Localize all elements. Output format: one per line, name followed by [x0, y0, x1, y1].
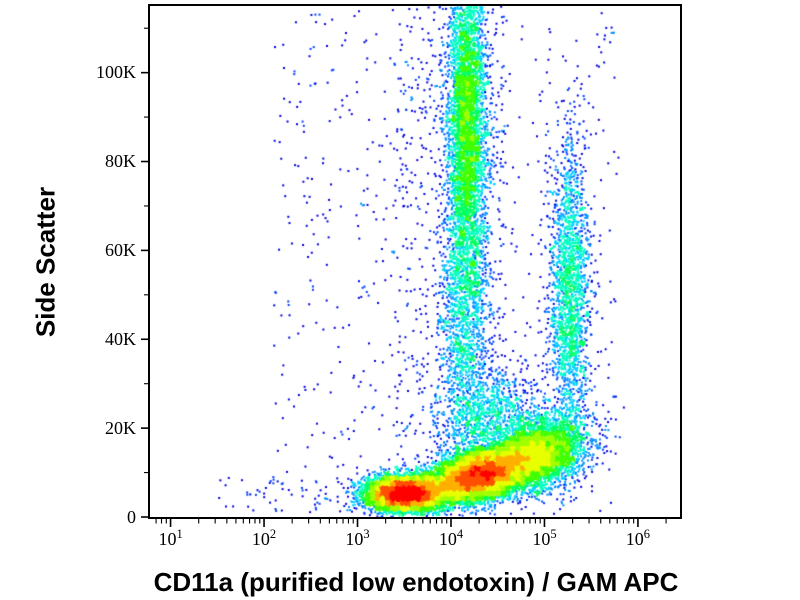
x-tick-label: 104	[438, 527, 464, 549]
x-tick-label: 103	[345, 527, 370, 549]
x-tick-label: 102	[251, 527, 277, 549]
x-axis-title: CD11a (purified low endotoxin) / GAM APC	[153, 567, 679, 597]
y-tick-label: 0	[127, 506, 136, 527]
x-tick-label: 101	[158, 527, 183, 549]
y-tick-label: 100K	[96, 62, 136, 83]
y-tick-label: 20K	[105, 417, 136, 438]
x-tick-label: 106	[625, 527, 651, 549]
y-tick-label: 80K	[105, 151, 136, 172]
dot-plot-canvas	[150, 6, 680, 517]
y-tick-label: 60K	[105, 239, 136, 260]
y-tick-label: 40K	[105, 328, 136, 349]
x-tick-label: 105	[532, 527, 557, 549]
y-axis-title: Side Scatter	[30, 186, 61, 338]
plot-area	[148, 4, 682, 519]
